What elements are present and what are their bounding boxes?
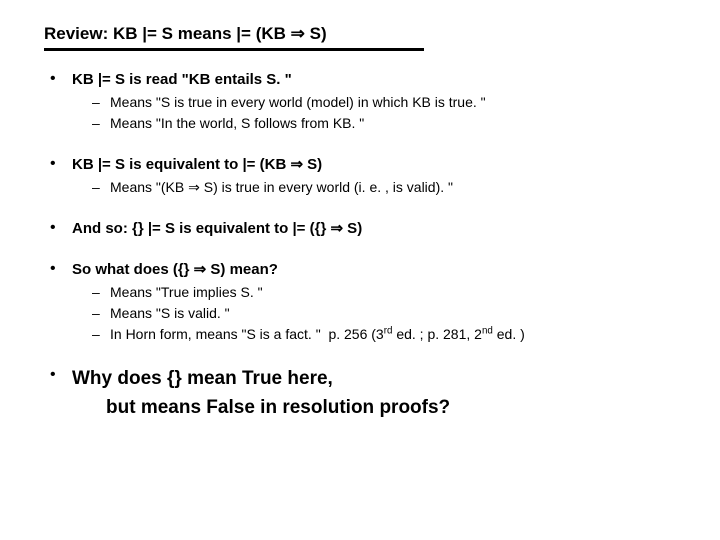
bullet-text: And so: {} |= S is equivalent to |= ({} … xyxy=(72,218,676,239)
bullet-item: KB |= S is equivalent to |= (KB ⇒ S) Mea… xyxy=(44,154,676,198)
sub-list: Means "(KB ⇒ S) is true in every world (… xyxy=(92,177,676,198)
sub-item: Means "S is valid. " xyxy=(92,303,676,324)
slide-container: Review: KB |= S means |= (KB ⇒ S) KB |= … xyxy=(0,0,720,466)
bullet-item: KB |= S is read "KB entails S. " Means "… xyxy=(44,69,676,134)
bullet-item: So what does ({} ⇒ S) mean? Means "True … xyxy=(44,259,676,345)
bullet-item: And so: {} |= S is equivalent to |= ({} … xyxy=(44,218,676,239)
title-underline xyxy=(44,48,424,51)
bullet-list: KB |= S is read "KB entails S. " Means "… xyxy=(44,69,676,422)
sub-item: Means "(KB ⇒ S) is true in every world (… xyxy=(92,177,676,198)
sub-item: Means "True implies S. " xyxy=(92,282,676,303)
final-line-1: Why does {} mean True here, xyxy=(72,365,676,394)
sub-item: Means "In the world, S follows from KB. … xyxy=(92,113,676,134)
sub-list: Means "S is true in every world (model) … xyxy=(92,92,676,134)
slide-title: Review: KB |= S means |= (KB ⇒ S) xyxy=(44,24,676,44)
sub-list: Means "True implies S. " Means "S is val… xyxy=(92,282,676,345)
bullet-item-final: Why does {} mean True here, but means Fa… xyxy=(44,365,676,422)
sub-item: In Horn form, means "S is a fact. " p. 2… xyxy=(92,324,676,345)
bullet-text: KB |= S is equivalent to |= (KB ⇒ S) xyxy=(72,154,676,175)
bullet-text: So what does ({} ⇒ S) mean? xyxy=(72,259,676,280)
final-line-2: but means False in resolution proofs? xyxy=(72,394,676,423)
sub-item: Means "S is true in every world (model) … xyxy=(92,92,676,113)
bullet-text: KB |= S is read "KB entails S. " xyxy=(72,69,676,90)
